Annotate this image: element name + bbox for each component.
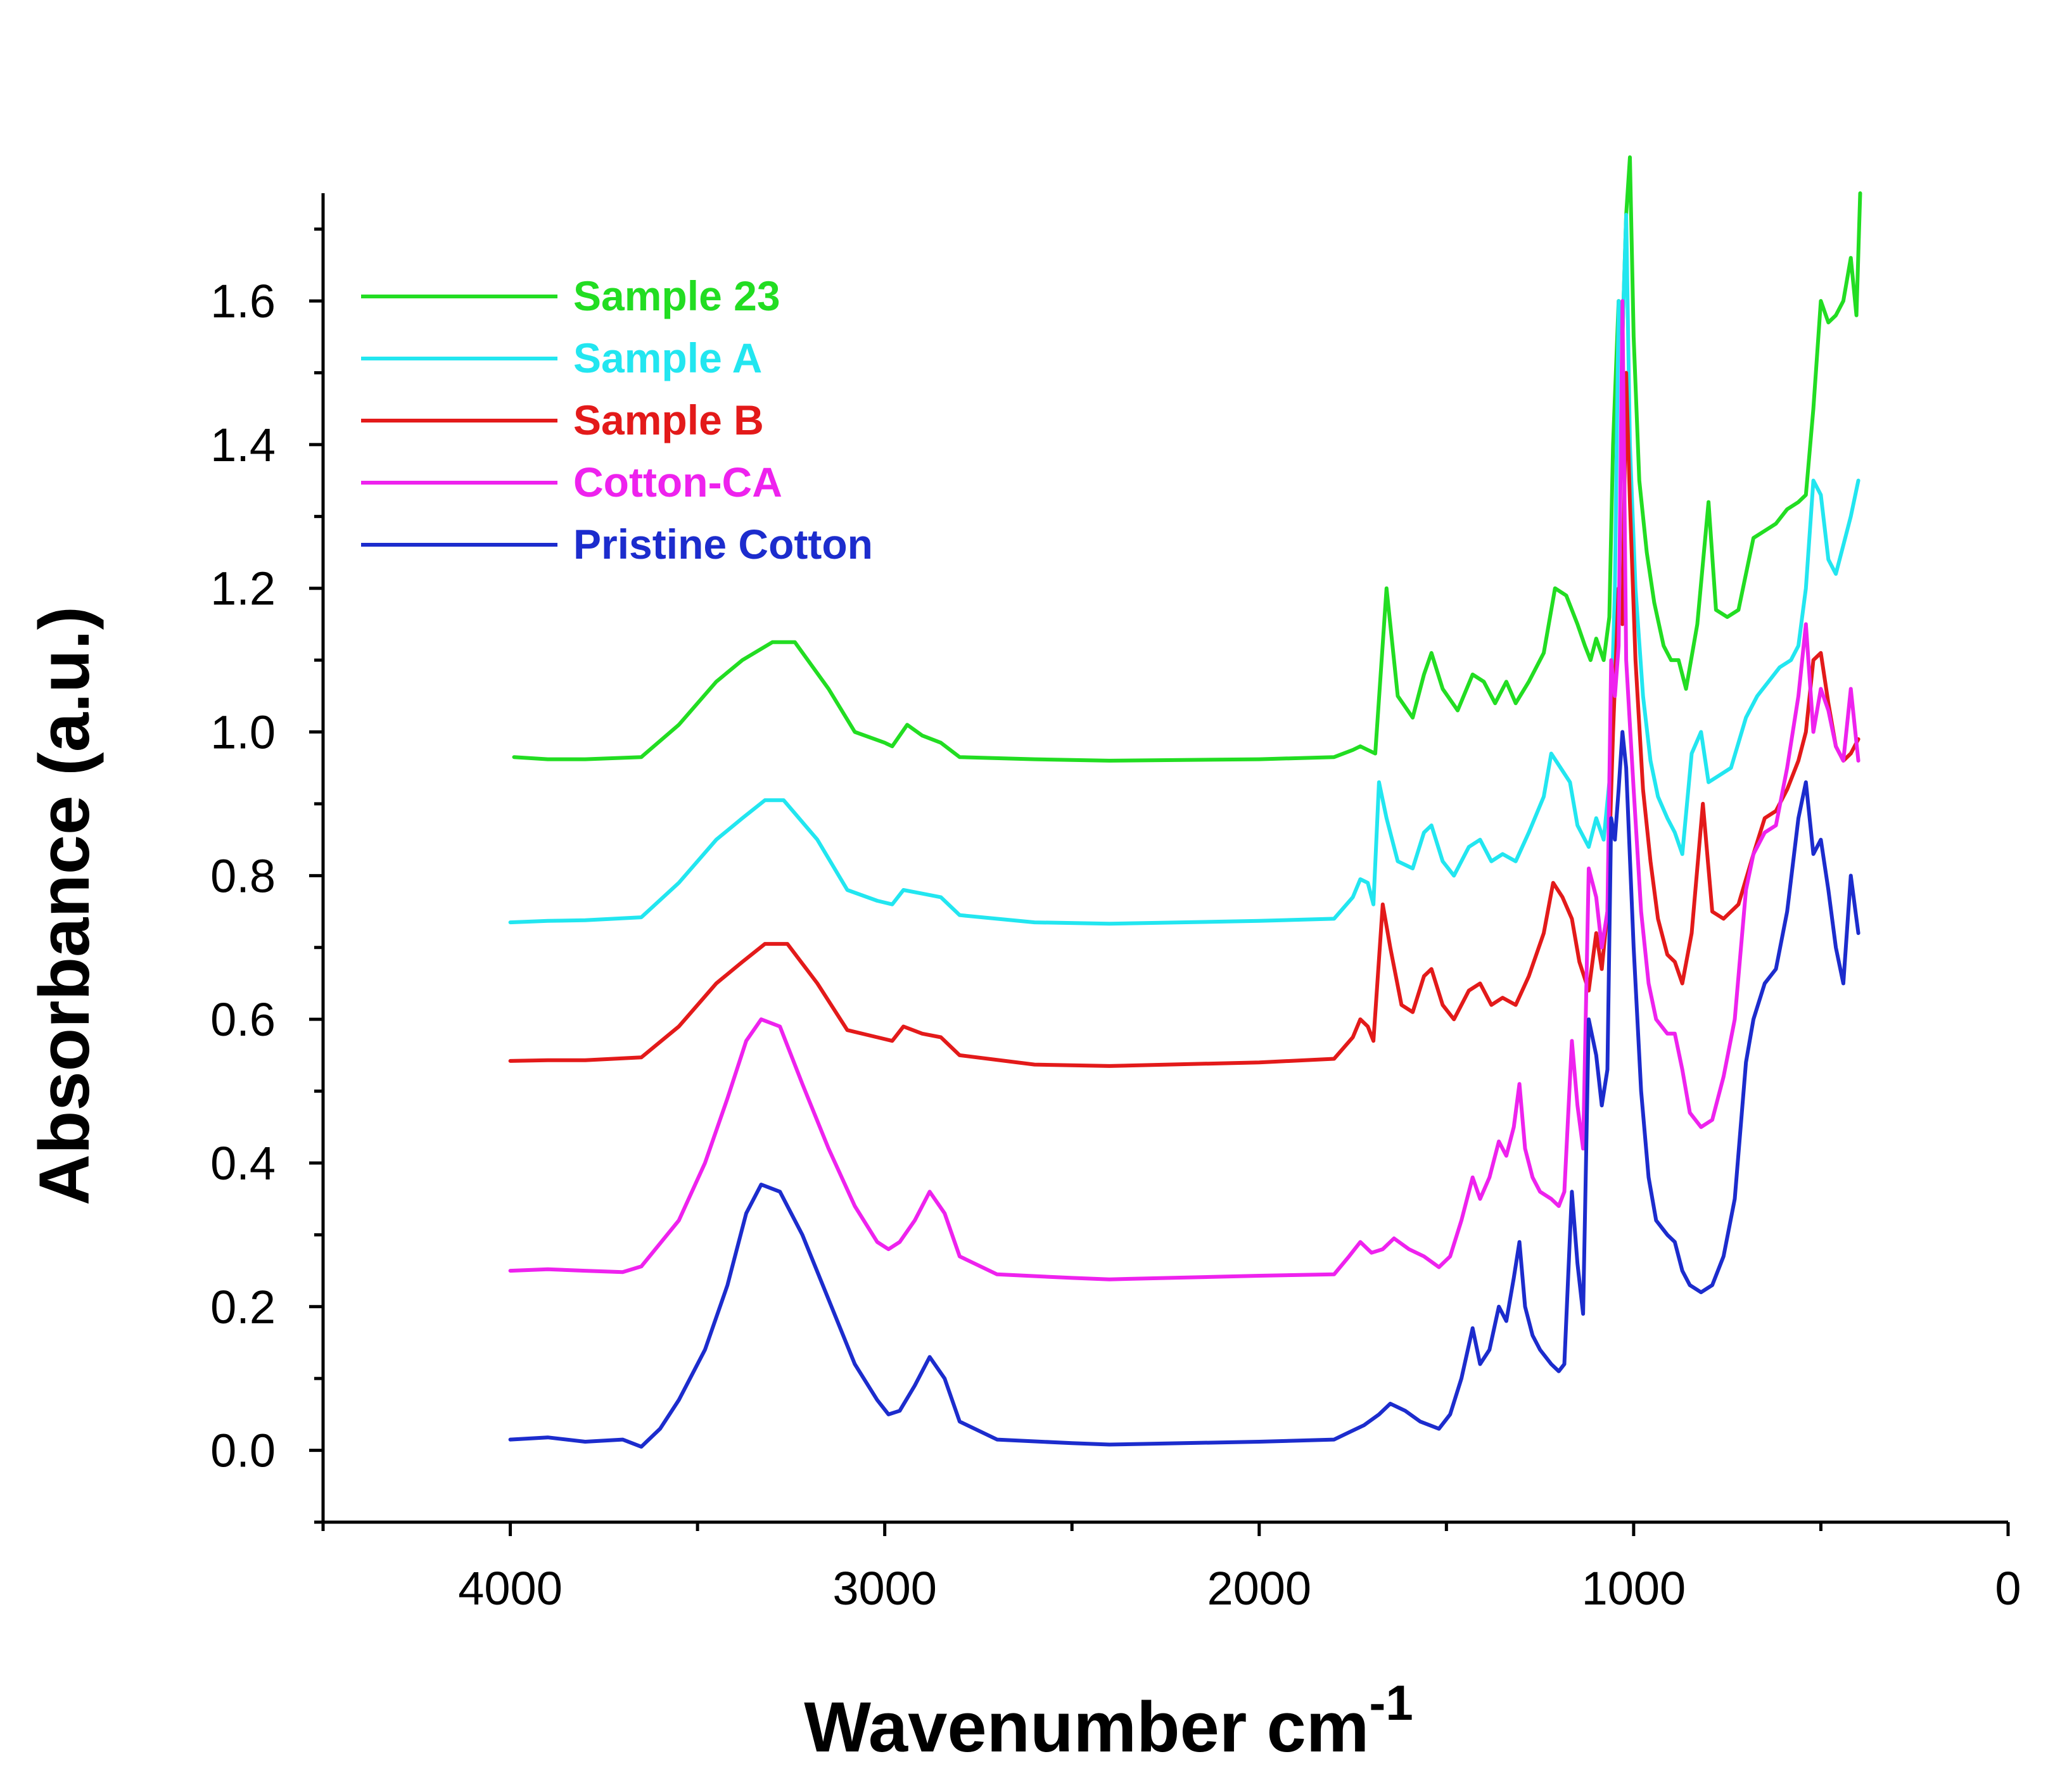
x-axis-title: Wavenumber cm-1 — [804, 1675, 1413, 1767]
legend-label: Sample B — [573, 397, 764, 443]
y-tick-label: 1.6 — [210, 275, 276, 327]
legend-label: Sample 23 — [573, 272, 780, 319]
series-layer — [508, 155, 1862, 1449]
series-line-sample-b — [508, 371, 1860, 1068]
series-line-sample-a — [508, 213, 1860, 926]
axes-layer — [321, 193, 2008, 1524]
x-tick-label: 3000 — [832, 1562, 937, 1615]
series-line-cotton-ca — [508, 299, 1860, 1281]
x-axis-title-text: Wavenumber cm — [804, 1687, 1369, 1767]
legend: Sample 23 Sample A Sample B Cotton-CA Pristi… — [361, 272, 873, 568]
y-tick-label: 1.0 — [210, 706, 276, 759]
series-line-pristine-cotton — [508, 730, 1860, 1449]
y-tick-label: 0.0 — [210, 1425, 276, 1477]
y-tick-label: 0.4 — [210, 1137, 276, 1190]
x-axis-title-superscript: -1 — [1369, 1675, 1413, 1731]
x-tick-label: 4000 — [458, 1562, 563, 1615]
ticks-layer: 0.0 0.2 0.4 0.6 0.8 1.0 1.2 1.4 1.6 4000 3000 2000 1… — [210, 227, 2021, 1615]
x-tick-label: 0 — [1995, 1562, 2021, 1615]
series-line-sample-23 — [512, 155, 1862, 763]
x-tick-label: 2000 — [1207, 1562, 1311, 1615]
x-tick-label: 1000 — [1582, 1562, 1686, 1615]
y-tick-label: 0.6 — [210, 993, 276, 1046]
y-axis-title: Absorbance (a.u.) — [25, 606, 104, 1205]
legend-label: Pristine Cotton — [573, 521, 873, 568]
y-tick-label: 0.8 — [210, 849, 276, 902]
y-tick-label: 0.2 — [210, 1281, 276, 1333]
legend-label: Sample A — [573, 334, 762, 381]
y-tick-label: 1.2 — [210, 562, 276, 615]
y-tick-label: 1.4 — [210, 419, 276, 471]
legend-label: Cotton-CA — [573, 459, 782, 505]
